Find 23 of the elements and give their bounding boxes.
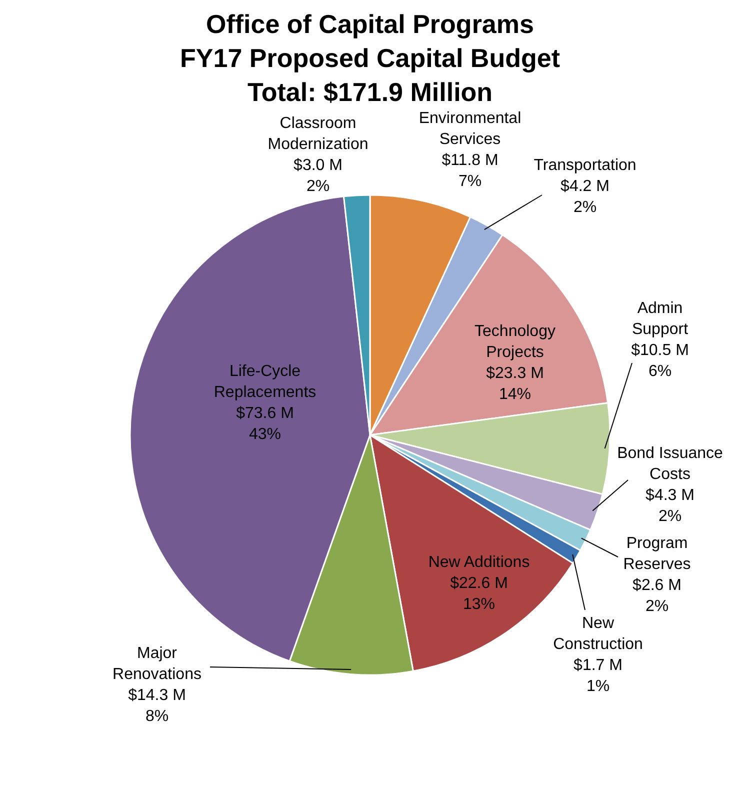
data-label: $10.5 M 6%: [631, 342, 689, 380]
slice-label: New Construction: [553, 615, 643, 653]
data-label: $2.6 M 2%: [632, 577, 682, 615]
chart-title: Office of Capital Programs FY17 Proposed Capital Budget Total: $171.9 Million: [180, 9, 560, 107]
data-label: $11.8 M 7%: [442, 152, 498, 190]
data-label: $3.0 M 2%: [294, 157, 342, 195]
data-label: $23.3 M 14%: [486, 365, 544, 403]
slice-label: New Additions: [428, 554, 530, 571]
slice-label: Bond Issuance Costs: [617, 445, 724, 483]
slice-label: Admin Support: [632, 300, 689, 338]
slice-label: Program Reserves: [623, 535, 691, 573]
data-label: $4.2 M 2%: [560, 178, 610, 216]
data-label: $4.3 M 2%: [646, 487, 694, 525]
data-label: $22.6 M 13%: [450, 575, 508, 613]
slice-label: Major Renovations: [112, 645, 202, 683]
slice-label: Transportation: [534, 157, 636, 174]
slice-label: Environmental Services: [418, 110, 522, 148]
data-label: $73.6 M 43%: [236, 405, 294, 443]
data-label: $1.7 M 1%: [574, 657, 622, 695]
slice-label: Life-Cycle Replacements: [214, 363, 316, 401]
slice-label: Classroom Modernization: [268, 115, 368, 153]
slice-label: Technology Projects: [474, 323, 556, 361]
data-label: $14.3 M 8%: [128, 687, 186, 725]
